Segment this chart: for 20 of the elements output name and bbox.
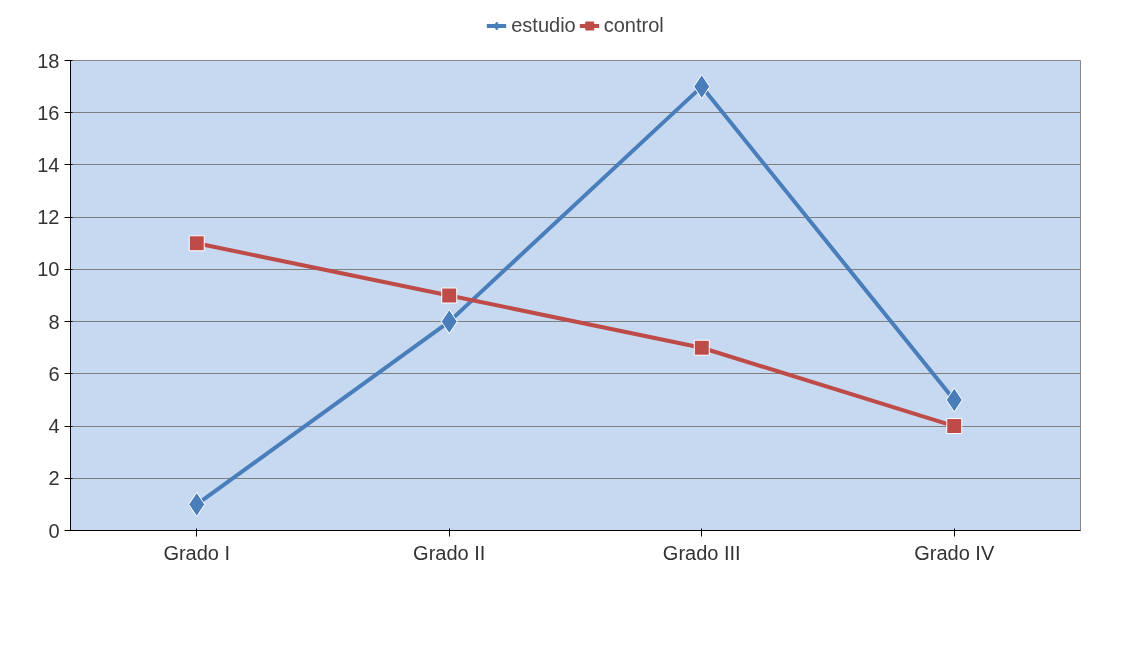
point bbox=[946, 418, 963, 435]
y-tick-label: 4 bbox=[48, 415, 60, 438]
y-tick-label: 18 bbox=[37, 49, 60, 72]
x-tick-label: Grado III bbox=[662, 541, 741, 564]
y-tick-label: 6 bbox=[48, 362, 60, 385]
y-tick-label: 14 bbox=[37, 153, 60, 176]
y-tick-label: 10 bbox=[37, 258, 60, 281]
legend-label: estudio bbox=[511, 13, 576, 37]
point bbox=[693, 339, 710, 356]
point bbox=[188, 235, 205, 252]
x-tick-label: Grado II bbox=[413, 541, 486, 564]
x-tick-label: Grado I bbox=[163, 541, 231, 564]
x-tick-label: Grado IV bbox=[914, 541, 995, 564]
y-tick-label: 0 bbox=[48, 519, 60, 542]
y-tick-label: 2 bbox=[48, 467, 60, 490]
y-tick-label: 8 bbox=[48, 310, 60, 333]
y-tick-label: 16 bbox=[37, 101, 60, 124]
legend-label: control bbox=[603, 13, 664, 37]
y-tick-label: 12 bbox=[37, 206, 60, 229]
point bbox=[441, 287, 458, 304]
